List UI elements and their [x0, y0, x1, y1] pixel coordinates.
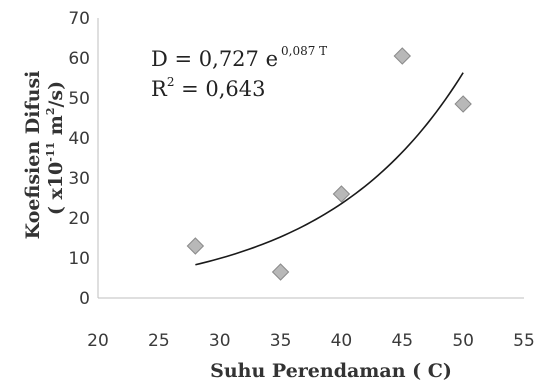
data-point-marker — [332, 185, 351, 203]
y-axis-title-line2: ( x10-11 m2/s) — [44, 81, 67, 215]
y-tick-label: 70 — [68, 9, 90, 29]
y-axis-title-exp2: 2 — [44, 108, 57, 116]
y-axis-title-line1: Koefisien Difusi — [22, 71, 44, 240]
r2-superscript: 2 — [167, 75, 175, 89]
y-tick-label: 30 — [68, 169, 90, 189]
y-axis-title-suffix: /s) — [45, 81, 67, 108]
y-tick-label: 60 — [68, 49, 90, 69]
y-tick-label: 20 — [68, 209, 90, 229]
x-tick-label: 50 — [452, 331, 474, 351]
svg-text:D = 0,727 e0,087 T: D = 0,727 e 0,087 T — [151, 44, 327, 71]
y-axis-title-exp1: -11 — [44, 142, 57, 162]
equation-main: D = 0,727 e — [151, 47, 278, 71]
y-tick-labels: 0 10 20 30 40 50 60 70 — [68, 9, 90, 309]
x-tick-label: 30 — [209, 331, 231, 351]
axes — [97, 18, 524, 299]
x-tick-label: 40 — [331, 331, 353, 351]
y-axis-title: Koefisien Difusi ( x10-11 m2/s) — [22, 71, 67, 240]
y-axis-title-mid: m — [45, 115, 67, 142]
svg-text:R2 = 0,643: R2 = 0,643 — [151, 75, 266, 101]
y-tick-label: 0 — [79, 289, 90, 309]
data-point-marker — [186, 237, 205, 255]
data-point-marker — [271, 263, 290, 281]
equation-annotation: D = 0,727 e 0,087 T R2 = 0,643 — [151, 44, 327, 101]
data-points — [186, 47, 472, 281]
y-tick-label: 10 — [68, 249, 90, 269]
y-axis-title-prefix: ( x10 — [45, 162, 67, 215]
x-tick-label: 45 — [391, 331, 413, 351]
x-tick-label: 35 — [270, 331, 292, 351]
x-tick-label: 20 — [87, 331, 109, 351]
y-tick-label: 50 — [68, 89, 90, 109]
equation-exponent: 0,087 T — [281, 44, 327, 58]
data-point-marker — [454, 95, 472, 113]
r2-value: = 0,643 — [174, 77, 265, 101]
r2-R: R — [151, 77, 168, 101]
x-tick-label: 25 — [148, 331, 170, 351]
x-axis-title: Suhu Perendaman ( C) — [210, 360, 452, 382]
x-tick-labels: 20 25 30 35 40 45 50 55 — [87, 331, 535, 351]
data-point-marker — [393, 47, 411, 65]
trendline — [195, 72, 464, 266]
x-tick-label: 55 — [513, 331, 535, 351]
y-tick-label: 40 — [68, 129, 90, 149]
